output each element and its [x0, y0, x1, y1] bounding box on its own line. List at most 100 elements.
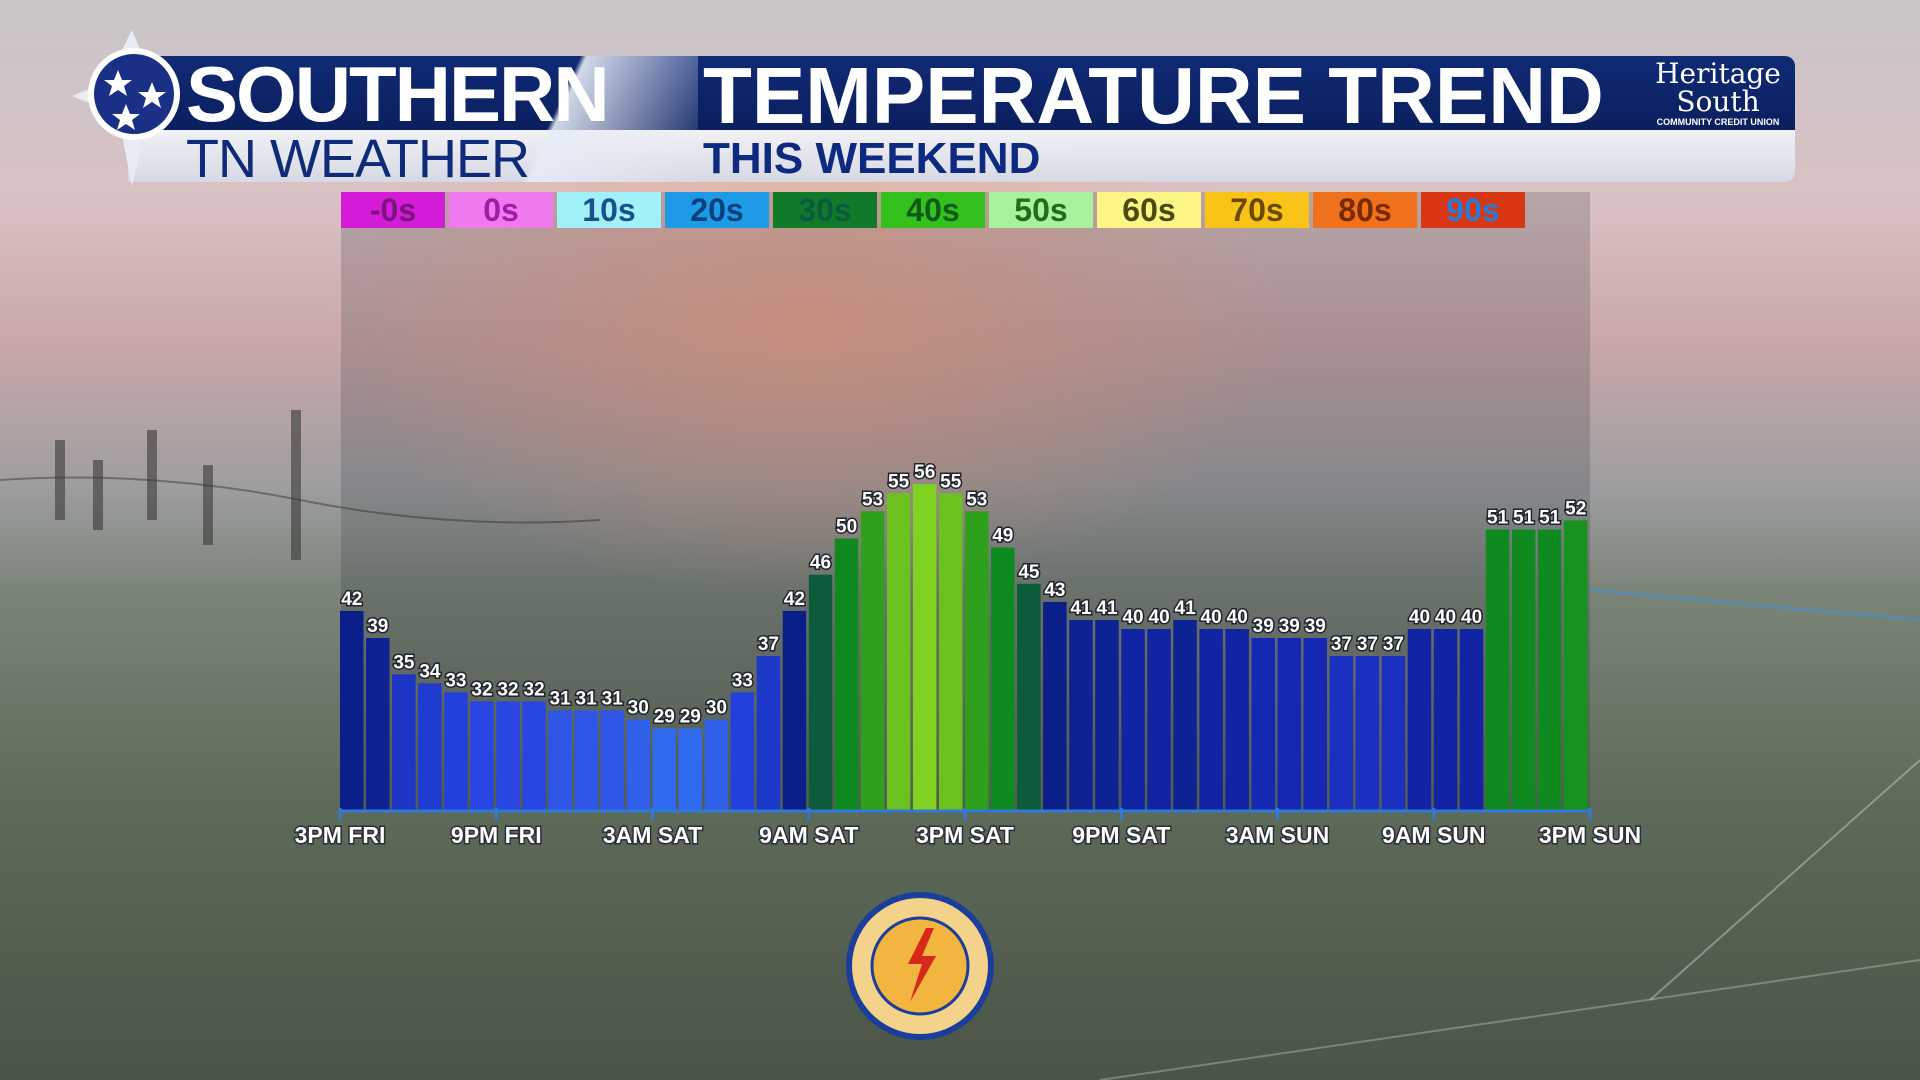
temperature-bar — [1511, 529, 1536, 811]
temperature-value-label: 37 — [1357, 634, 1378, 655]
temperature-value-label: 30 — [628, 698, 649, 719]
temperature-bar — [939, 493, 963, 811]
header-banner: SOUTHERN TN WEATHER TEMPERATURE TREND TH… — [0, 0, 1920, 190]
temperature-bar — [652, 728, 676, 810]
temperature-bar — [1407, 629, 1432, 810]
legend-item-4: 30s — [773, 192, 877, 228]
temperature-value-label: 39 — [1279, 616, 1300, 637]
temperature-bar — [1199, 629, 1223, 810]
temperature-bar — [626, 719, 650, 810]
temperature-value-label: 29 — [680, 707, 701, 728]
x-axis-tick-label: 9AM SAT — [759, 822, 858, 848]
temperature-value-label: 41 — [1096, 598, 1118, 619]
temperature-bar — [1485, 529, 1510, 811]
temperature-bar — [1303, 638, 1327, 810]
temperature-bar — [1251, 638, 1275, 810]
temperature-value-label: 51 — [1513, 508, 1535, 529]
temperature-value-label: 39 — [1253, 616, 1274, 637]
temperature-value-label: 32 — [497, 679, 518, 700]
legend-item-6: 50s — [989, 192, 1093, 228]
temperature-bar — [965, 511, 989, 810]
temperature-bar — [1147, 629, 1171, 810]
legend-item-3: 20s — [665, 192, 769, 228]
temperature-value-label: 39 — [1305, 616, 1326, 637]
temperature-value-label: 40 — [1122, 607, 1143, 628]
legend-item-0: -0s — [341, 192, 445, 228]
temperature-bar — [548, 710, 572, 811]
temperature-bar — [600, 710, 624, 811]
temperature-value-label: 34 — [419, 661, 441, 682]
temperature-value-label: 45 — [1018, 562, 1040, 583]
temperature-bar — [444, 692, 468, 811]
temperature-bar — [392, 674, 416, 811]
temperature-bar — [860, 511, 885, 810]
temperature-value-label: 40 — [1461, 607, 1482, 628]
temperature-bar — [834, 538, 859, 810]
temperature-bar — [1355, 656, 1380, 810]
temperature-bar — [808, 574, 833, 810]
temperature-value-label: 31 — [550, 689, 572, 710]
x-axis-tick-label: 3AM SAT — [603, 822, 702, 848]
temperature-bar — [496, 701, 520, 810]
temperature-value-label: 30 — [706, 698, 727, 719]
sponsor-tagline: COMMUNITY CREDIT UNION — [1656, 117, 1780, 127]
temperature-value-label: 41 — [1175, 598, 1197, 619]
x-axis-tick-label: 3PM SUN — [1539, 822, 1641, 848]
temperature-value-label: 33 — [732, 670, 753, 691]
temperature-bar — [1017, 583, 1041, 811]
temperature-value-label: 52 — [1565, 498, 1586, 519]
legend-item-5: 40s — [881, 192, 985, 228]
x-axis-tick-label: 3PM SAT — [916, 822, 1014, 848]
temperature-bar — [1095, 620, 1119, 811]
temperature-bar — [886, 493, 911, 811]
temperature-value-label: 43 — [1044, 580, 1065, 601]
temperature-value-label: 32 — [471, 679, 492, 700]
temperature-value-label: 31 — [576, 689, 598, 710]
temperature-bar — [1537, 529, 1562, 811]
temperature-bar — [782, 610, 807, 810]
brand-name: SOUTHERN — [186, 50, 610, 138]
temperature-value-label: 40 — [1149, 607, 1170, 628]
page-subtitle: THIS WEEKEND — [703, 134, 1041, 183]
temperature-bar — [418, 683, 442, 810]
temperature-bar — [1121, 629, 1145, 810]
legend-item-10: 90s — [1421, 192, 1525, 228]
temperature-bar — [730, 692, 755, 811]
temperature-bar — [678, 728, 702, 810]
temperature-value-label: 55 — [940, 471, 962, 492]
temperature-bar — [704, 719, 729, 810]
temperature-bar — [1277, 638, 1301, 810]
temperature-bar — [1564, 520, 1588, 810]
duck-river-electric-logo-icon — [846, 892, 994, 1040]
x-axis-tick-label: 3PM FRI — [295, 822, 386, 848]
temperature-bar — [991, 547, 1015, 810]
temperature-value-label: 37 — [758, 634, 779, 655]
temperature-value-label: 40 — [1201, 607, 1222, 628]
temperature-value-label: 35 — [393, 652, 415, 673]
temperature-value-label: 40 — [1227, 607, 1248, 628]
temperature-value-label: 31 — [602, 689, 624, 710]
temperature-value-label: 56 — [914, 462, 935, 483]
legend-item-8: 70s — [1205, 192, 1309, 228]
temperature-value-label: 51 — [1487, 508, 1509, 529]
x-axis-tick-label: 9PM SAT — [1072, 822, 1170, 848]
temperature-bar — [1329, 656, 1354, 810]
temperature-bar — [1381, 656, 1406, 810]
temperature-bar — [1459, 629, 1484, 810]
temperature-value-label: 39 — [367, 616, 388, 637]
temperature-bar — [912, 484, 937, 810]
sponsor-name-line1: Heritage — [1655, 57, 1781, 90]
temperature-bar — [340, 610, 364, 810]
temperature-value-label: 51 — [1539, 508, 1561, 529]
temperature-value-label: 33 — [445, 670, 466, 691]
temperature-bar — [1173, 620, 1197, 811]
legend-item-7: 60s — [1097, 192, 1201, 228]
x-axis-tick-label: 9PM FRI — [451, 822, 542, 848]
brand-panel — [128, 56, 698, 182]
temperature-value-label: 42 — [784, 589, 805, 610]
temperature-bar — [756, 656, 781, 810]
legend-item-1: 0s — [449, 192, 553, 228]
legend-item-2: 10s — [557, 192, 661, 228]
temperature-bar — [1043, 601, 1067, 811]
